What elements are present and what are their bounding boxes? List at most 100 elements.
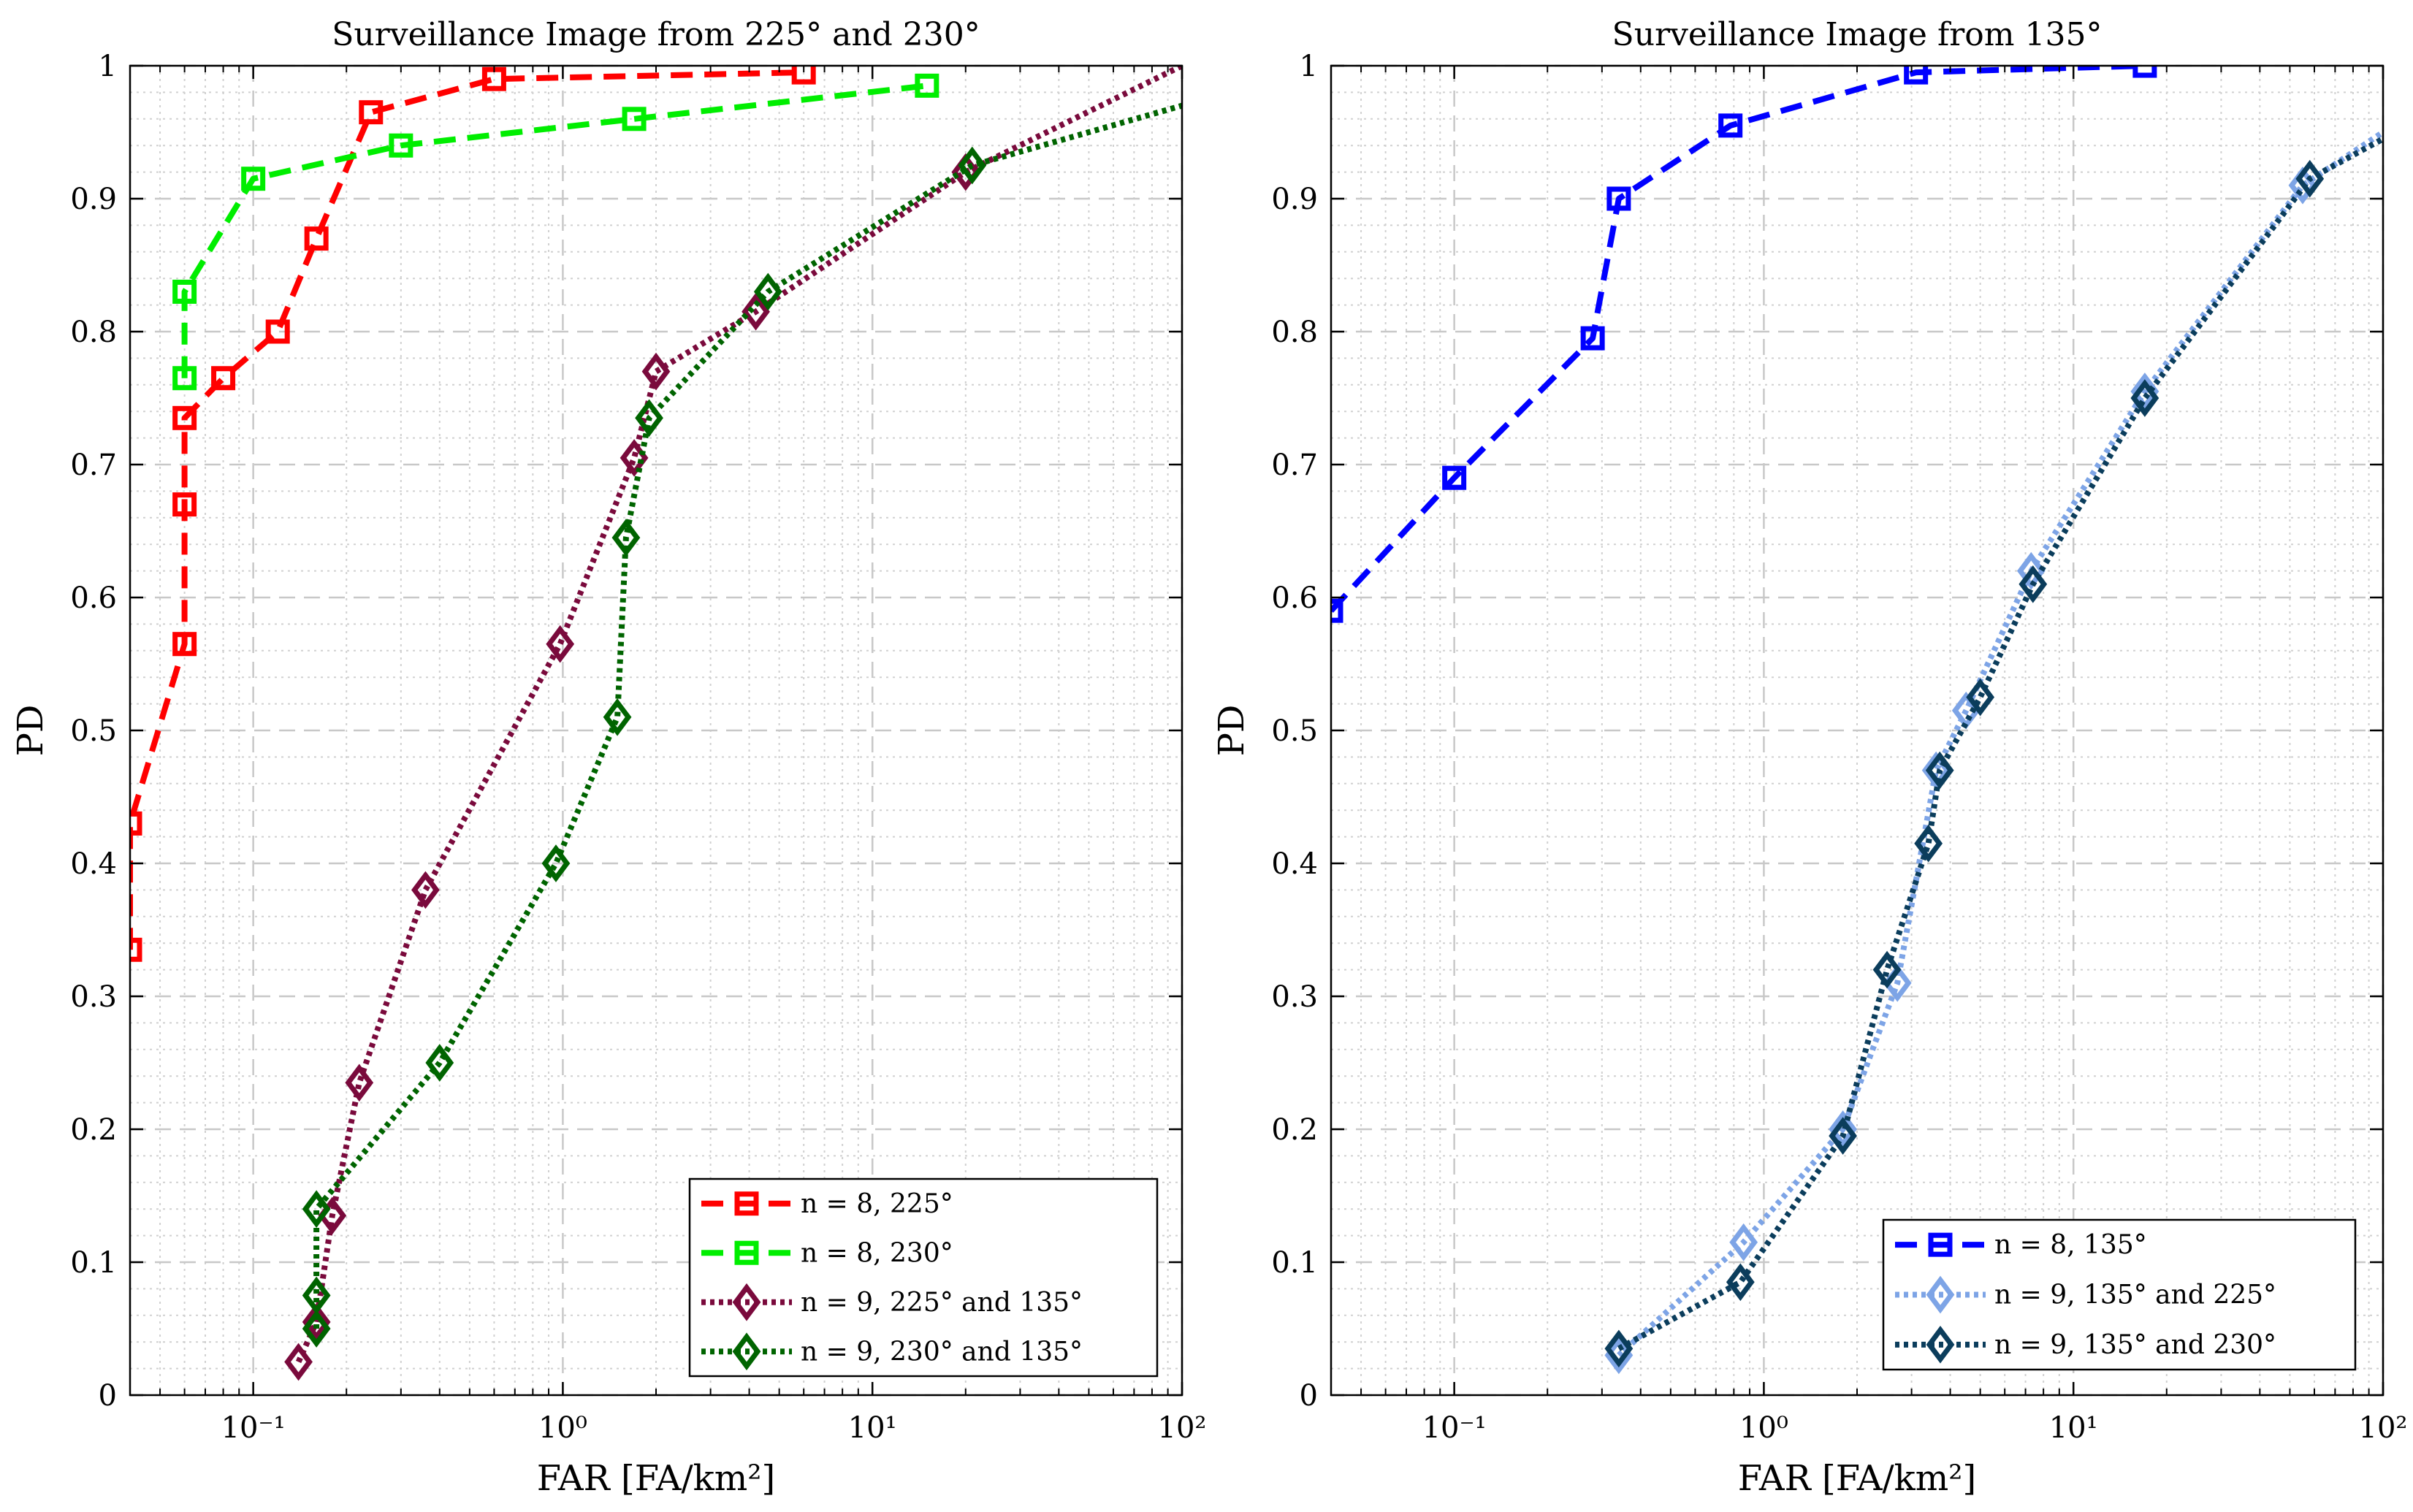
legend-entry: n = 8, 135° (1994, 1230, 2147, 1260)
data-point (302, 1303, 331, 1341)
legend: n = 8, 135° n = 9, 135° and 225° n = 9, 13… (1882, 1218, 2357, 1371)
data-point (1442, 465, 1467, 490)
legend: n = 8, 225° n = 8, 230° n = 9, 225° and 13… (688, 1177, 1159, 1378)
data-point (1726, 1263, 1755, 1302)
data-point (172, 279, 197, 304)
data-point (958, 146, 987, 185)
data-point (304, 226, 329, 251)
y-tick-label: 0.7 (1271, 448, 1318, 482)
data-point (130, 937, 142, 962)
y-tick-label: 1 (1300, 50, 1318, 83)
data-point (1966, 678, 1995, 717)
legend-marker (1926, 1275, 1955, 1314)
data-point (742, 292, 770, 331)
data-point (1925, 751, 1954, 790)
legend-entry: n = 9, 225° and 135° (801, 1288, 1083, 1318)
data-point (1904, 66, 1929, 85)
legend-entry: n = 9, 230° and 135° (801, 1337, 1083, 1367)
y-axis-label: PD (10, 705, 51, 757)
legend-marker (732, 1332, 761, 1371)
data-point (359, 100, 384, 125)
data-point (2132, 66, 2157, 78)
series-group (130, 66, 1182, 1381)
data-point (302, 1190, 331, 1229)
data-point (1872, 950, 1902, 989)
data-point (1580, 326, 1605, 351)
data-point (411, 871, 440, 909)
data-point (2130, 379, 2159, 417)
data-point (915, 73, 939, 98)
y-tick-label: 0.1 (70, 1246, 117, 1280)
data-point (1331, 598, 1343, 623)
data-point (1606, 186, 1631, 211)
data-point (1729, 1223, 1758, 1261)
y-tick-label: 0.6 (1271, 581, 1318, 615)
y-axis-label: PD (1211, 705, 1252, 757)
legend-entry: n = 8, 225° (801, 1189, 953, 1219)
y-tick-label: 1 (99, 50, 117, 83)
y-tick-label: 0 (1300, 1379, 1318, 1413)
data-point (603, 698, 632, 736)
data-point (2019, 565, 2048, 603)
y-tick-label: 0.5 (1271, 714, 1318, 748)
x-axis-label: FAR [FA/km²] (1738, 1458, 1976, 1499)
data-point (753, 272, 782, 311)
data-point (265, 319, 290, 344)
data-point (284, 1343, 313, 1381)
data-point (622, 107, 647, 131)
data-point (546, 625, 575, 663)
data-point (302, 1276, 331, 1315)
data-point (1718, 113, 1743, 138)
y-tick-label: 0.5 (70, 714, 117, 748)
y-tick-label: 0.8 (70, 316, 117, 349)
x-tick-label: 10⁰ (538, 1411, 587, 1445)
data-point (1829, 1117, 1857, 1155)
data-point (791, 66, 816, 85)
ticks (1331, 64, 2385, 1397)
y-tick-label: 0.2 (70, 1113, 117, 1147)
y-tick-label: 0.8 (1271, 316, 1318, 349)
left-plot-panel: 10⁻¹ 10⁰ 10¹ 10² 0 0.1 0.2 0.3 0.4 0.5 0.6 0.7 0.8 0.… (10, 16, 1206, 1499)
series-line-3 (313, 102, 1182, 1329)
legend-box (1882, 1218, 2357, 1371)
x-tick-label: 10⁰ (1739, 1411, 1788, 1445)
legend-marker (1928, 1232, 1953, 1257)
x-tick-label: 10⁻¹ (221, 1411, 286, 1445)
x-axis-label: FAR [FA/km²] (537, 1458, 775, 1499)
data-point (1914, 824, 1943, 863)
data-point (241, 167, 266, 191)
data-point (389, 133, 413, 158)
data-point (130, 811, 142, 836)
data-point (2016, 551, 2046, 590)
series-line-0 (130, 69, 804, 950)
data-point (1829, 1110, 1857, 1148)
data-point (172, 366, 197, 391)
y-tick-label: 0 (99, 1379, 117, 1413)
legend-marker (732, 1283, 761, 1321)
data-point (541, 844, 571, 882)
y-tick-label: 0.9 (70, 183, 117, 216)
y-tick-label: 0.3 (1271, 980, 1318, 1014)
chart-title: Surveillance Image from 135° (1612, 16, 2103, 53)
series-line-0 (1331, 66, 2146, 613)
legend-entry: n = 9, 135° and 225° (1994, 1280, 2276, 1310)
series-line-1 (181, 83, 928, 378)
data-point (345, 1064, 374, 1102)
data-point (611, 519, 641, 557)
series-line-2 (295, 66, 1182, 1364)
y-tick-label: 0.1 (1271, 1246, 1318, 1280)
legend-entry: n = 8, 230° (801, 1238, 953, 1268)
legend-marker (734, 1191, 759, 1216)
x-tick-label: 10⁻¹ (1422, 1411, 1487, 1445)
ticks (130, 64, 1183, 1397)
data-point (172, 405, 197, 430)
legend-marker (734, 1240, 759, 1265)
y-tick-label: 0.7 (70, 448, 117, 482)
series-line-2 (1617, 136, 2383, 1351)
y-tick-label: 0.4 (1271, 847, 1318, 881)
x-tick-label: 10¹ (848, 1411, 897, 1445)
data-point (1604, 1329, 1634, 1368)
y-tick-label: 0.9 (1271, 183, 1318, 216)
series-group (1331, 66, 2383, 1375)
